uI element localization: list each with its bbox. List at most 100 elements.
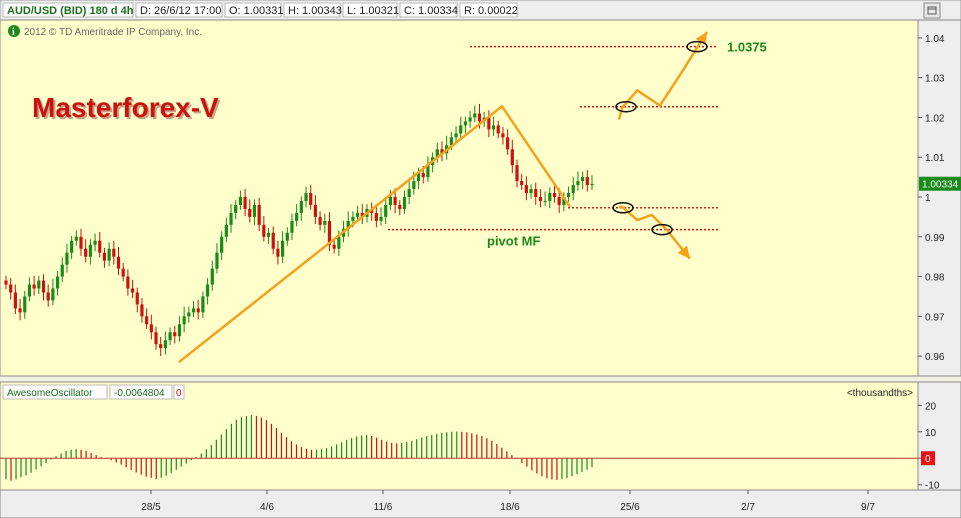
candle [196, 299, 200, 320]
candle [205, 278, 210, 305]
candle [84, 239, 88, 263]
low-label: L: 1.00321 [347, 5, 399, 17]
candle [173, 325, 177, 344]
candle [168, 327, 172, 345]
candle [276, 240, 280, 265]
candle [356, 205, 360, 222]
date-label: D: 26/6/12 17:00 [140, 5, 221, 17]
candle [248, 199, 252, 223]
candle [299, 196, 303, 221]
candle [238, 190, 242, 210]
panel-toggle-icon[interactable] [923, 2, 941, 19]
candle [182, 306, 186, 333]
candle [27, 277, 32, 302]
candle [215, 243, 219, 274]
candle [435, 142, 439, 163]
candle [440, 141, 444, 162]
close-label: C: 1.00334 [404, 5, 458, 17]
candle [295, 204, 299, 227]
candle [70, 235, 74, 260]
trend-line [178, 104, 572, 364]
time-tick-label: 18/6 [500, 502, 520, 513]
candle [501, 126, 505, 145]
time-tick-label: 28/5 [141, 502, 161, 513]
candle [548, 187, 552, 209]
price-series-layer: 1.0375 pivot MF [4, 31, 767, 364]
candle [60, 257, 64, 283]
price-tick-label: 0.96 [925, 352, 945, 363]
candle [102, 247, 107, 268]
candle [177, 316, 182, 342]
candle [562, 192, 566, 212]
candle [252, 199, 257, 225]
open-label: O: 1.00331 [229, 5, 283, 17]
price-tick-label: 1.01 [925, 153, 945, 164]
candle [13, 284, 17, 314]
info-icon[interactable]: i [8, 25, 20, 38]
candle [468, 111, 472, 128]
copyright-text: 2012 © TD Ameritrade IP Company, Inc. [24, 27, 202, 38]
candle [313, 195, 318, 225]
candle [46, 284, 50, 307]
candle [9, 278, 13, 300]
oscillator-axis-ticks: 20100-100 [0, 401, 940, 492]
oscillator-name: AwesomeOscillator [7, 388, 93, 399]
candle [18, 298, 22, 321]
candle [220, 231, 224, 260]
scenario-down-arrow-head [677, 245, 690, 259]
time-tick-label: 4/6 [260, 502, 274, 513]
candle [116, 247, 121, 275]
candle [407, 181, 411, 205]
candle [571, 177, 575, 201]
candle [121, 263, 125, 282]
level-marker-ellipse [651, 223, 673, 236]
oscillator-series-layer [5, 415, 593, 481]
candle [140, 298, 144, 323]
oscillator-axis [917, 381, 961, 491]
price-tick-label: 1 [925, 193, 931, 204]
candle [74, 230, 78, 246]
candle [93, 233, 97, 252]
header-bar: AUD/USD (BID) 180 d 4h D: 26/6/12 17:00 … [0, 0, 961, 21]
time-axis [0, 489, 961, 518]
candle [32, 275, 36, 296]
candle [266, 228, 271, 244]
price-tick-label: 1.03 [925, 74, 945, 85]
candle [543, 191, 547, 206]
price-tick-label: 0.99 [925, 233, 945, 244]
oscillator-zero-label: 0 [925, 454, 931, 465]
oscillator-zero-box [921, 451, 935, 466]
candle [520, 173, 524, 190]
candle [4, 275, 8, 290]
oscillator-tick-label: 10 [925, 428, 937, 439]
candle [98, 232, 102, 258]
candle [88, 239, 92, 265]
candle [463, 116, 468, 134]
candle [459, 116, 463, 139]
candle [576, 171, 580, 191]
candle [398, 200, 402, 216]
oscillator-count: 0 [176, 388, 182, 399]
candle [581, 171, 585, 190]
candle [145, 308, 149, 330]
price-tick-label: 0.98 [925, 273, 945, 284]
time-tick-label: 2/7 [741, 502, 755, 513]
candle [130, 279, 135, 299]
symbol-label: AUD/USD (BID) 180 d 4h [7, 5, 134, 17]
candle [257, 197, 261, 232]
candle [327, 212, 332, 252]
price-tick-label: 0.97 [925, 312, 945, 323]
candle [243, 189, 247, 217]
price-tick-label: 1.04 [925, 34, 945, 45]
candle [552, 185, 557, 203]
candle [224, 217, 228, 243]
candle [271, 226, 275, 255]
price-axis [917, 19, 961, 377]
candle [285, 227, 289, 246]
scenario-down-arrow [619, 205, 691, 260]
candle [79, 228, 83, 256]
candle [187, 306, 191, 323]
candle [515, 159, 519, 188]
candle [384, 199, 388, 225]
